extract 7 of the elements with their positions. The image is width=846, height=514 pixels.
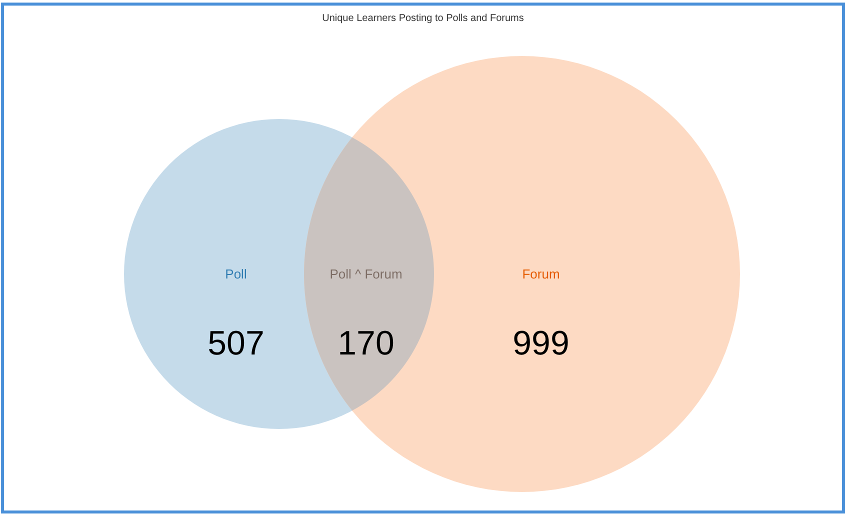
data-label: 170: [338, 324, 394, 362]
category-label: Forum: [522, 266, 560, 282]
category-label: Poll: [225, 266, 247, 282]
data-label: 999: [512, 324, 570, 362]
data-label: 507: [208, 324, 264, 362]
category-label: Poll ^ Forum: [330, 266, 402, 282]
text: Unique Learners Posting to Polls and Forums: [322, 13, 524, 24]
